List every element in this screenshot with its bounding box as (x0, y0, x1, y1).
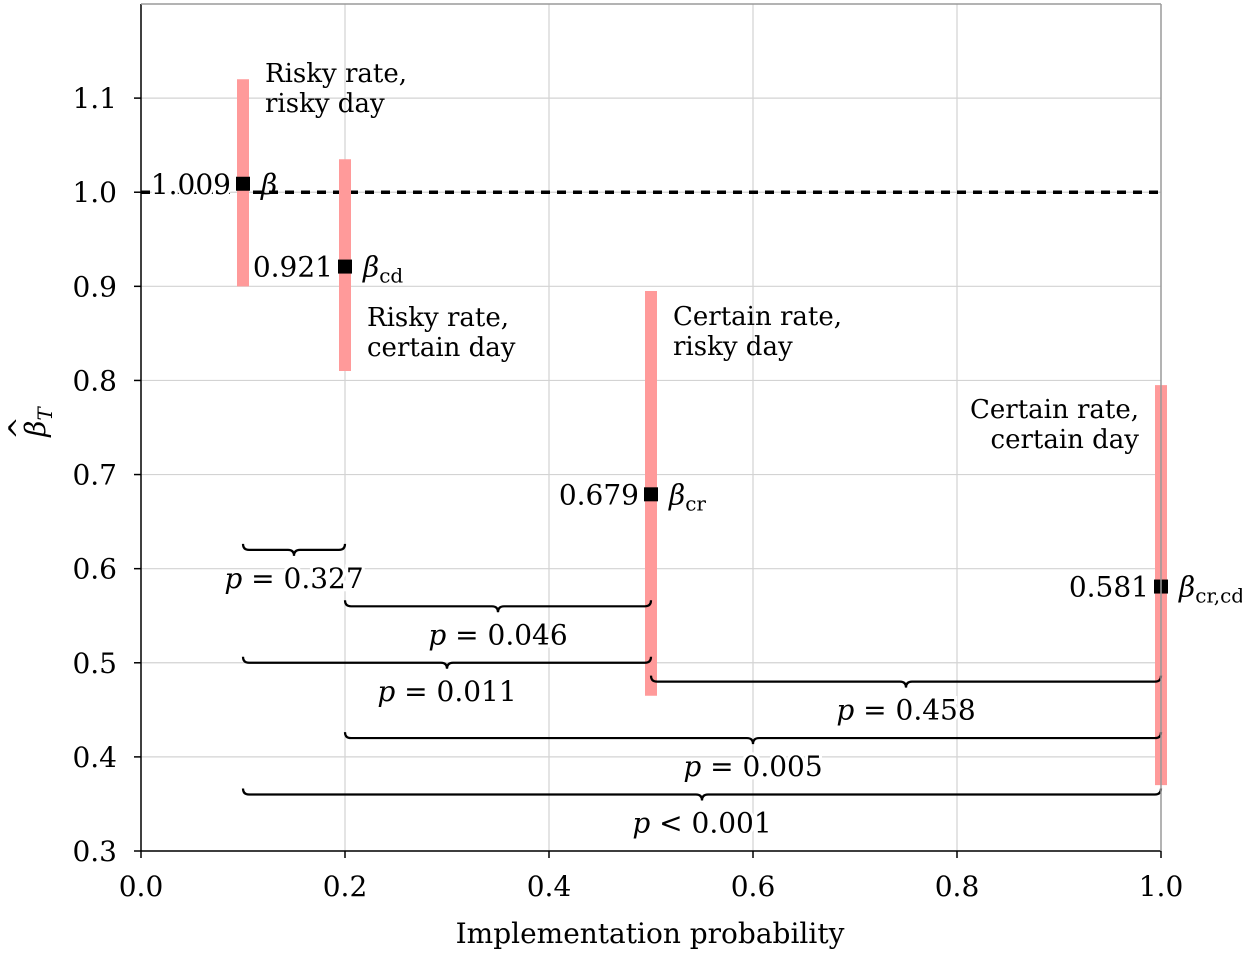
y-axis-label: βT ^ (3, 406, 57, 440)
beta-label: βcd (362, 251, 403, 288)
y-tick-label: 0.9 (72, 270, 117, 303)
annotation-label: risky day (673, 332, 793, 362)
annotation-label: Risky rate, (265, 59, 407, 89)
x-tick-label: 1.0 (1139, 870, 1184, 903)
x-tick-label: 0.2 (323, 870, 368, 903)
y-tick-label: 0.4 (72, 741, 117, 774)
points (236, 176, 1168, 594)
annotation-label: Certain rate, (673, 302, 842, 332)
annotation-label: certain day (367, 333, 516, 363)
x-tick-label: 0.0 (119, 870, 164, 903)
value-label: 0.581 (1069, 571, 1149, 604)
p-value-label: p = 0.005 (683, 750, 822, 783)
value-label: 1.009 (151, 168, 231, 201)
annotation-label: Certain rate, (970, 395, 1139, 425)
y-tick-label: 0.5 (72, 647, 117, 680)
y-tick-label: 1.0 (72, 176, 117, 209)
x-tick-label: 0.8 (935, 870, 980, 903)
p-value-label: p = 0.011 (377, 675, 516, 708)
axes: 0.0 0.2 0.4 0.6 0.8 1.0 0.3 0.4 0.5 0.6 0.7 0.8 0.9 1… (72, 3, 1184, 903)
x-axis-label: Implementation probability (456, 917, 845, 950)
value-label: 0.921 (253, 251, 333, 284)
comparison-bracket (343, 600, 653, 613)
beta-label: βcr (668, 478, 706, 515)
x-tick-label: 0.6 (731, 870, 776, 903)
y-tick-label: 0.8 (72, 364, 117, 397)
annotation-label: certain day (991, 425, 1140, 455)
point-marker (338, 259, 352, 274)
beta-label: βcr,cd (1178, 571, 1242, 608)
p-value-label: p = 0.458 (836, 694, 975, 727)
y-tick-label: 0.3 (72, 835, 117, 868)
annotation-label: risky day (265, 89, 385, 119)
comparison-brackets: p = 0.327 p = 0.046 p = 0.011 p = 0.458 p = … (221, 543, 1163, 843)
x-tick-label: 0.4 (527, 870, 572, 903)
comparison-bracket (241, 543, 347, 556)
value-label: 0.679 (559, 478, 639, 511)
beta-label: β (260, 168, 277, 201)
y-tick-label: 0.6 (72, 553, 117, 586)
comparison-bracket (241, 788, 1163, 801)
p-value-label: p = 0.327 (224, 562, 363, 595)
p-value-label: p < 0.001 (632, 807, 771, 840)
y-tick-label: 0.7 (72, 459, 117, 492)
annotation-label: Risky rate, (367, 303, 509, 333)
point-marker (236, 176, 250, 191)
y-tick-label: 1.1 (72, 82, 117, 115)
comparison-bracket (649, 675, 1163, 688)
svg-text:βT: βT (19, 406, 57, 438)
point-marker (644, 487, 658, 502)
svg-text:^: ^ (3, 416, 36, 439)
p-value-label: p = 0.046 (428, 618, 567, 651)
